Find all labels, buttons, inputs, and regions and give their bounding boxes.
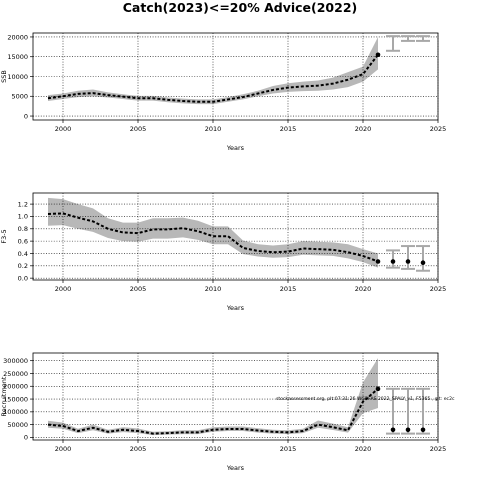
x-tick-label: 2015 <box>280 445 297 453</box>
y-tick-label: 1.2 <box>18 200 28 208</box>
data-point <box>375 259 381 264</box>
x-tick-label: 2010 <box>205 285 222 293</box>
estimate-line <box>47 54 379 103</box>
y-tick-label: 300000 <box>3 357 28 365</box>
figure-title: Catch(2023)<=20% Advice(2022) <box>123 0 358 15</box>
y-tick-label: 250000 <box>3 370 28 378</box>
x-tick-label: 2000 <box>55 125 72 133</box>
x-tick-label: 2025 <box>430 445 447 453</box>
x-tick-label: 2020 <box>355 445 372 453</box>
x-tick-label: 2020 <box>355 285 372 293</box>
estimate-line <box>47 212 379 263</box>
y-axis-label: Recruitment <box>0 376 8 416</box>
x-tick-label: 2005 <box>130 445 147 453</box>
y-tick-label: 15000 <box>7 53 28 61</box>
confidence-band <box>48 36 378 105</box>
y-tick-label: 200000 <box>3 383 28 391</box>
data-point <box>420 427 426 433</box>
y-tick-label: 10000 <box>7 73 28 81</box>
x-tick-label: 2015 <box>280 285 297 293</box>
data-point <box>375 52 381 58</box>
axes-frame <box>32 192 439 281</box>
x-axis-label: Years <box>226 464 245 472</box>
y-tick-label: 5000 <box>11 93 28 101</box>
x-tick-label: 2020 <box>355 125 372 133</box>
data-point <box>420 260 426 266</box>
x-tick-label: 2010 <box>205 125 222 133</box>
data-point <box>390 427 396 433</box>
confidence-band <box>48 358 378 436</box>
x-axis-label: Years <box>226 144 245 152</box>
data-point <box>405 259 411 264</box>
data-point <box>405 427 411 433</box>
x-tick-label: 2025 <box>430 125 447 133</box>
axes-frame <box>32 352 439 441</box>
y-tick-label: 150000 <box>3 395 28 403</box>
y-tick-label: 50000 <box>7 421 28 429</box>
data-point <box>390 259 396 264</box>
x-tick-label: 2000 <box>55 445 72 453</box>
x-tick-label: 2005 <box>130 285 147 293</box>
y-tick-label: 1.0 <box>18 213 28 221</box>
y-tick-label: 0.0 <box>18 274 28 282</box>
x-tick-label: 2025 <box>430 285 447 293</box>
y-axis-label: F3-5 <box>0 229 8 243</box>
run-annotation: stockassessment.org, plt:07:31:26 WGBFAS… <box>276 396 455 402</box>
x-tick-label: 2010 <box>205 445 222 453</box>
panel-2: 2000 2005 2010 2015 2020 2025 0.0 0.2 0.4 0.6 0.8 1… <box>0 192 447 312</box>
panel-3: 2000 2005 2010 2015 2020 2025 0 50000 100000 1500… <box>0 352 455 472</box>
x-tick-label: 2000 <box>55 285 72 293</box>
y-tick-label: 0 <box>24 434 28 442</box>
y-axis-label: SSB <box>0 70 8 83</box>
panel-1: 2000 2005 2010 2015 2020 2025 0 5000 10000 15000 2… <box>0 32 447 152</box>
y-tick-label: 0.4 <box>18 250 28 258</box>
x-tick-label: 2005 <box>130 125 147 133</box>
y-tick-label: 0.6 <box>18 237 28 245</box>
y-tick-label: 20000 <box>7 33 28 41</box>
x-tick-label: 2015 <box>280 125 297 133</box>
y-tick-label: 0.8 <box>18 225 28 233</box>
y-tick-label: 100000 <box>3 408 28 416</box>
x-axis-label: Years <box>226 304 245 312</box>
data-point <box>375 386 381 392</box>
estimate-line <box>47 388 379 435</box>
y-tick-label: 0.2 <box>18 262 28 270</box>
y-tick-label: 0 <box>24 112 28 120</box>
panels: 2000 2005 2010 2015 2020 2025 0 5000 10000 15000 2… <box>0 32 455 472</box>
